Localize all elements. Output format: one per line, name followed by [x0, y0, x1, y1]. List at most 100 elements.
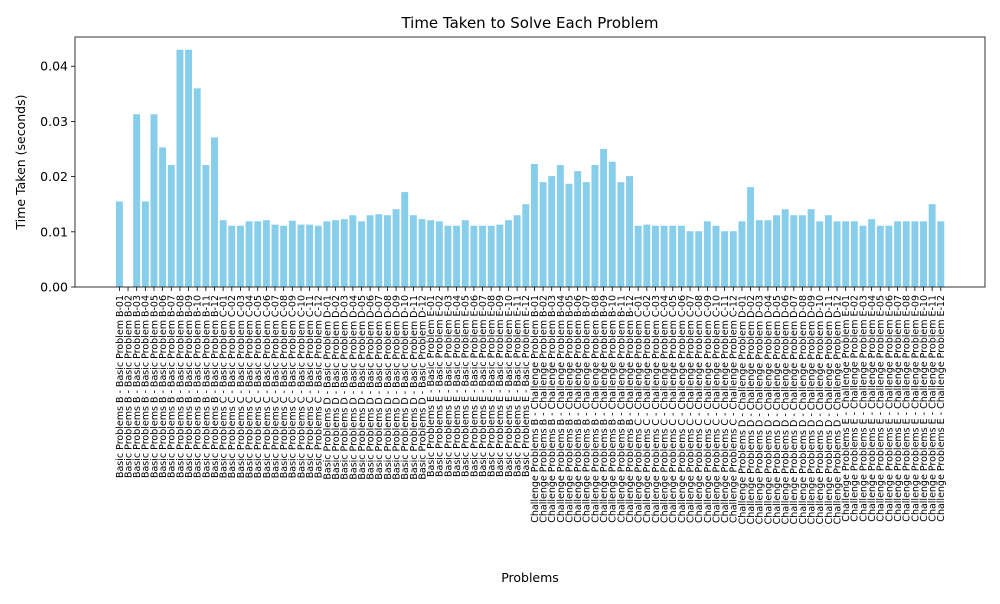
bar — [902, 221, 910, 287]
x-tick-label: Challenge Problems E - Challenge Problem… — [919, 295, 930, 522]
bar — [306, 224, 314, 287]
x-tick-label: Challenge Problems C - Challenge Problem… — [694, 295, 705, 523]
x-tick-label: Challenge Problems C - Challenge Problem… — [711, 295, 722, 523]
bar — [591, 165, 599, 287]
bar — [937, 221, 945, 287]
bar — [141, 201, 149, 287]
x-tick-label: Challenge Problems E - Challenge Problem… — [867, 295, 878, 522]
x-tick-label: Challenge Problems B - Challenge Problem… — [556, 295, 567, 523]
x-tick-label: Basic Problems C - Basic Problem C-11 — [305, 295, 316, 478]
x-tick-label: Basic Problems B - Basic Problem B-01 — [115, 295, 126, 478]
x-tick-label: Challenge Problems B - Challenge Problem… — [599, 295, 610, 523]
x-tick-label: Challenge Problems E - Challenge Problem… — [858, 295, 869, 522]
y-tick-label: 0.01 — [40, 224, 68, 239]
bar — [444, 225, 452, 287]
bar — [522, 204, 530, 287]
bar — [513, 215, 521, 287]
x-tick-label: Basic Problems E - Basic Problem E-03 — [443, 295, 454, 477]
x-tick-label: Challenge Problems D - Challenge Problem… — [763, 295, 774, 524]
bar — [435, 221, 443, 287]
y-tick-label: 0.04 — [40, 59, 68, 74]
x-tick-label: Basic Problems B - Basic Problem B-02 — [123, 295, 134, 478]
x-tick-label: Challenge Problems C - Challenge Problem… — [729, 295, 740, 523]
bar — [582, 182, 590, 287]
x-tick-label: Challenge Problems E - Challenge Problem… — [876, 295, 887, 522]
x-tick-label: Challenge Problems C - Challenge Problem… — [668, 295, 679, 523]
bar — [729, 231, 737, 287]
bar — [738, 221, 746, 287]
x-tick-label: Challenge Problems D - Challenge Problem… — [789, 295, 800, 524]
x-tick-label: Challenge Problems B - Challenge Problem… — [538, 295, 549, 523]
x-tick-label: Challenge Problems E - Challenge Problem… — [850, 295, 861, 522]
bar — [556, 165, 564, 287]
bar — [202, 165, 210, 287]
x-tick-label: Basic Problems E - Basic Problem E-09 — [495, 295, 506, 477]
x-tick-label: Basic Problems C - Basic Problem C-05 — [253, 295, 264, 478]
x-tick-label: Challenge Problems C - Challenge Problem… — [677, 295, 688, 523]
bar — [565, 183, 573, 287]
x-tick-label: Challenge Problems C - Challenge Problem… — [685, 295, 696, 523]
bar — [721, 231, 729, 287]
bar — [349, 215, 357, 287]
y-tick-label: 0.02 — [40, 169, 68, 184]
x-tick-label: Basic Problems B - Basic Problem B-06 — [158, 295, 169, 478]
bar — [392, 209, 400, 287]
bar — [254, 221, 262, 287]
x-tick-label: Basic Problems C - Basic Problem C-06 — [262, 295, 273, 478]
bar — [842, 221, 850, 287]
x-tick-label: Basic Problems D - Basic Problem D-06 — [366, 295, 377, 480]
bar — [375, 214, 383, 287]
y-tick-label: 0.03 — [40, 114, 68, 129]
bar — [487, 225, 495, 287]
bar — [271, 224, 279, 287]
x-tick-label: Challenge Problems B - Challenge Problem… — [530, 295, 541, 523]
bar — [539, 182, 547, 287]
bar — [159, 147, 167, 287]
x-tick-label: Challenge Problems B - Challenge Problem… — [547, 295, 558, 523]
bar — [453, 225, 461, 287]
x-tick-label: Basic Problems E - Basic Problem E-07 — [478, 295, 489, 477]
bar — [824, 215, 832, 287]
x-axis-label: Problems — [501, 570, 559, 585]
bar — [790, 215, 798, 287]
chart-title: Time Taken to Solve Each Problem — [400, 14, 658, 32]
bar — [799, 215, 806, 287]
x-tick-label: Challenge Problems C - Challenge Problem… — [720, 295, 731, 523]
x-tick-label: Basic Problems D - Basic Problem D-10 — [400, 295, 411, 480]
bar — [833, 221, 841, 287]
x-tick-label: Basic Problems B - Basic Problem B-12 — [210, 295, 221, 478]
x-tick-label: Basic Problems B - Basic Problem B-05 — [149, 295, 160, 478]
x-tick-label: Basic Problems C - Basic Problem C-09 — [288, 295, 299, 478]
x-tick-label: Basic Problems C - Basic Problem C-03 — [236, 295, 247, 478]
x-tick-label: Basic Problems C - Basic Problem C-01 — [219, 295, 230, 478]
x-tick-label: Challenge Problems D - Challenge Problem… — [798, 295, 809, 524]
x-tick-label: Challenge Problems B - Challenge Problem… — [564, 295, 575, 523]
bar — [409, 215, 417, 287]
bar — [401, 192, 409, 287]
x-tick-label: Basic Problems D - Basic Problem D-02 — [331, 295, 342, 480]
x-tick-label: Challenge Problems E - Challenge Problem… — [841, 295, 852, 522]
bar — [219, 220, 227, 287]
bar — [660, 225, 668, 287]
bar — [574, 171, 582, 287]
bar — [358, 221, 365, 287]
x-tick-label: Basic Problems B - Basic Problem B-04 — [141, 295, 152, 478]
x-tick-label: Basic Problems E - Basic Problem E-11 — [513, 295, 524, 477]
bar — [236, 225, 244, 287]
bar — [332, 220, 340, 287]
bar — [150, 114, 158, 287]
bar — [755, 220, 763, 287]
x-tick-label: Challenge Problems D - Challenge Problem… — [781, 295, 792, 524]
bar — [530, 163, 538, 287]
bar — [669, 225, 677, 287]
x-tick-label: Basic Problems E - Basic Problem E-12 — [521, 295, 532, 477]
x-tick-label: Basic Problems C - Basic Problem C-04 — [244, 295, 255, 478]
x-tick-label: Basic Problems E - Basic Problem E-10 — [504, 295, 515, 477]
bar — [781, 209, 789, 287]
x-tick-label: Challenge Problems E - Challenge Problem… — [928, 295, 939, 522]
x-tick-label: Challenge Problems C - Challenge Problem… — [660, 295, 671, 523]
bar — [695, 231, 703, 287]
x-tick-label: Basic Problems B - Basic Problem B-07 — [167, 295, 178, 478]
bar — [245, 221, 253, 287]
x-tick-label: Challenge Problems E - Challenge Problem… — [910, 295, 921, 522]
